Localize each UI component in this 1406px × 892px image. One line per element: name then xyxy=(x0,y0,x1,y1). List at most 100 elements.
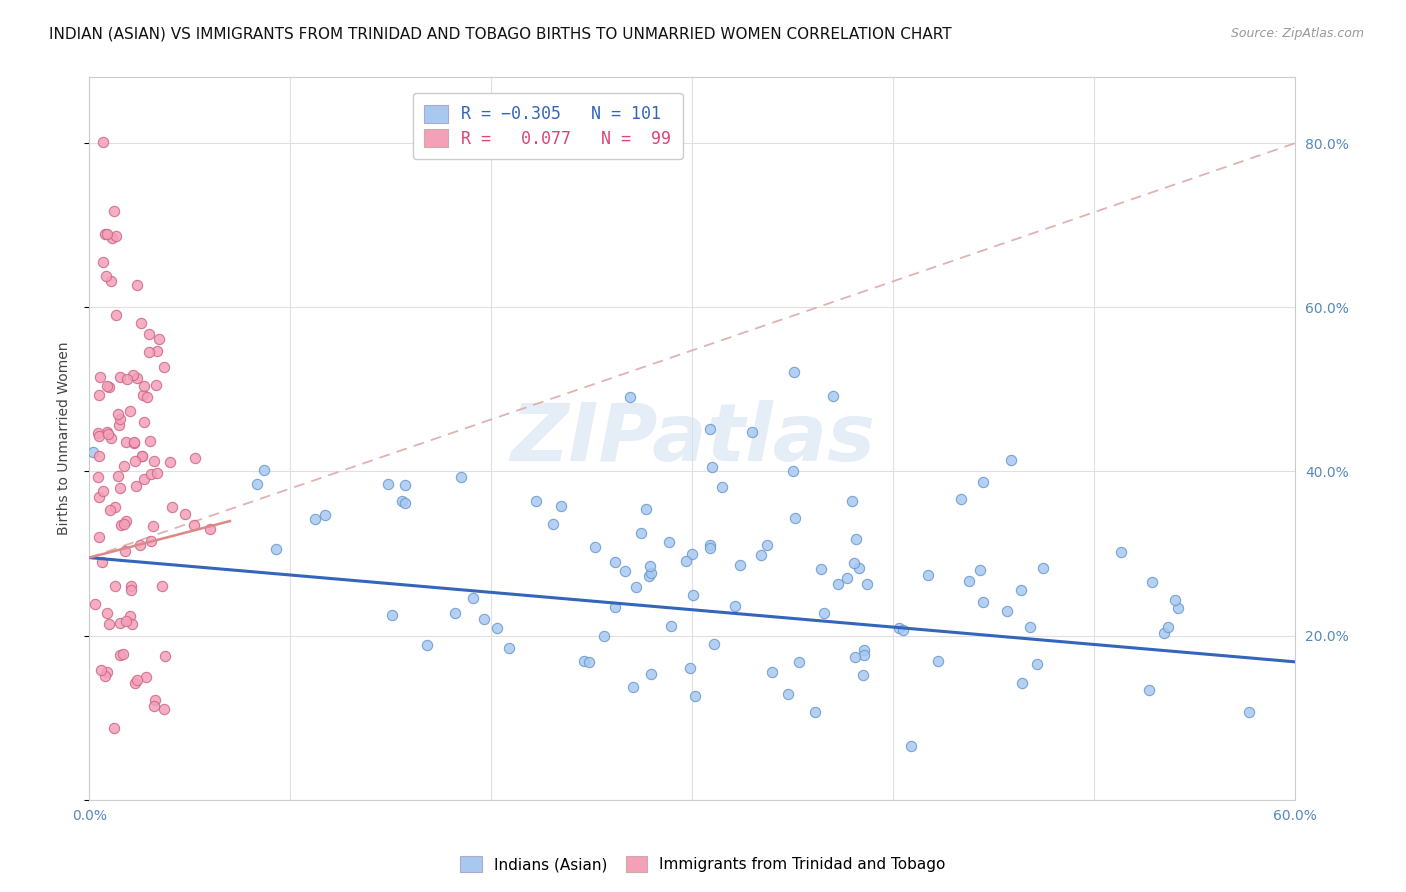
Point xyxy=(100,431,122,445)
Point xyxy=(972,475,994,489)
Point xyxy=(927,654,949,668)
Point xyxy=(155,649,177,664)
Point xyxy=(450,470,472,484)
Point xyxy=(957,574,980,589)
Point xyxy=(603,599,626,614)
Point xyxy=(110,369,132,384)
Point xyxy=(614,564,637,578)
Point xyxy=(121,368,143,383)
Point xyxy=(115,614,138,628)
Point xyxy=(900,739,922,753)
Point xyxy=(108,648,131,663)
Point xyxy=(112,458,135,473)
Point xyxy=(821,389,844,403)
Point xyxy=(995,604,1018,618)
Point xyxy=(114,517,136,532)
Point xyxy=(592,629,614,643)
Point xyxy=(659,619,682,633)
Point xyxy=(679,660,702,674)
Point xyxy=(198,522,221,536)
Point xyxy=(675,553,697,567)
Point xyxy=(1163,592,1185,607)
Point xyxy=(699,422,721,436)
Point xyxy=(129,538,152,552)
Y-axis label: Births to Unmarried Women: Births to Unmarried Women xyxy=(58,342,72,535)
Point xyxy=(264,542,287,557)
Point xyxy=(138,434,160,449)
Point xyxy=(461,591,484,605)
Point xyxy=(1142,574,1164,589)
Point xyxy=(138,345,160,359)
Point xyxy=(82,445,104,459)
Point xyxy=(630,525,652,540)
Point xyxy=(150,579,173,593)
Point xyxy=(1025,657,1047,671)
Point xyxy=(699,538,721,552)
Point xyxy=(1011,676,1033,690)
Point xyxy=(626,580,648,594)
Point xyxy=(810,562,832,576)
Point xyxy=(755,538,778,552)
Point xyxy=(640,667,662,681)
Point xyxy=(145,693,167,707)
Point xyxy=(1137,683,1160,698)
Point xyxy=(108,615,131,630)
Point xyxy=(103,203,125,218)
Point xyxy=(91,255,114,269)
Point xyxy=(394,496,416,510)
Point xyxy=(94,668,117,682)
Point xyxy=(835,571,858,585)
Point xyxy=(381,607,404,622)
Point xyxy=(121,616,143,631)
Point xyxy=(1109,545,1132,559)
Point xyxy=(118,608,141,623)
Point xyxy=(583,540,606,554)
Point xyxy=(550,499,572,513)
Point xyxy=(117,372,139,386)
Point xyxy=(96,268,118,283)
Point xyxy=(391,493,413,508)
Point xyxy=(619,390,641,404)
Point xyxy=(84,597,107,611)
Point xyxy=(304,511,326,525)
Point xyxy=(749,548,772,562)
Point xyxy=(638,569,661,583)
Point xyxy=(136,391,159,405)
Point xyxy=(141,467,163,481)
Point xyxy=(699,541,721,556)
Point xyxy=(803,705,825,719)
Point xyxy=(111,647,134,661)
Point xyxy=(741,425,763,439)
Point xyxy=(120,579,142,593)
Point xyxy=(730,558,752,572)
Point xyxy=(485,621,508,635)
Point xyxy=(93,135,115,149)
Point xyxy=(124,676,146,690)
Point xyxy=(127,371,149,385)
Point xyxy=(578,655,600,669)
Point xyxy=(783,365,806,379)
Point xyxy=(98,617,121,632)
Point xyxy=(118,403,141,417)
Point xyxy=(142,519,165,533)
Point xyxy=(115,514,138,528)
Point xyxy=(122,436,145,450)
Point xyxy=(787,656,810,670)
Text: Source: ZipAtlas.com: Source: ZipAtlas.com xyxy=(1230,27,1364,40)
Point xyxy=(131,449,153,463)
Point xyxy=(162,500,184,515)
Text: INDIAN (ASIAN) VS IMMIGRANTS FROM TRINIDAD AND TOBAGO BIRTHS TO UNMARRIED WOMEN : INDIAN (ASIAN) VS IMMIGRANTS FROM TRINID… xyxy=(49,27,952,42)
Point xyxy=(848,560,870,574)
Point xyxy=(132,472,155,486)
Point xyxy=(148,332,170,346)
Point xyxy=(114,543,136,558)
Point xyxy=(125,278,148,293)
Point xyxy=(640,566,662,580)
Point xyxy=(845,532,868,546)
Point xyxy=(87,428,110,442)
Point xyxy=(124,454,146,468)
Point xyxy=(146,466,169,480)
Point xyxy=(852,643,875,657)
Point xyxy=(104,500,127,514)
Point xyxy=(246,476,269,491)
